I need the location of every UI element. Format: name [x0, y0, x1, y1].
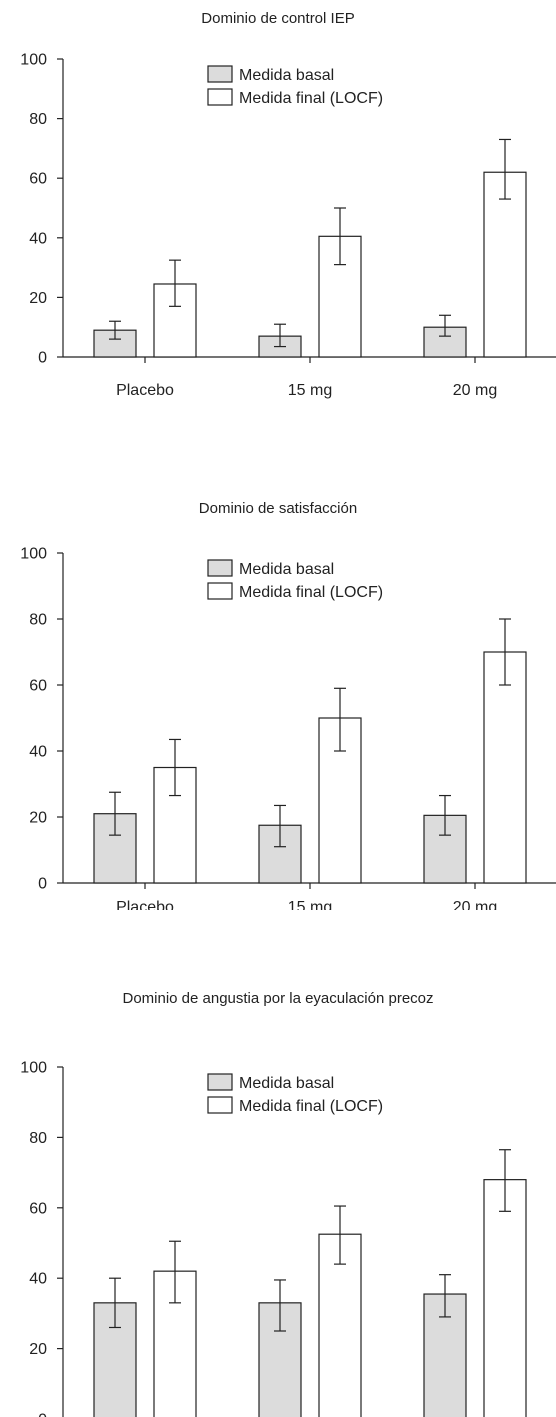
bar-final — [483, 1179, 527, 1417]
bar-final — [483, 651, 527, 884]
legend-swatch-final — [207, 1096, 233, 1114]
y-tick-label: 0 — [38, 350, 47, 367]
category-label: 15 mg — [288, 382, 332, 399]
chart-2: Dominio de satisfacción 0 20 40 60 80 100 Place… — [20, 500, 556, 910]
chart-title: Dominio de control IEP — [201, 10, 354, 27]
chart-3: Dominio de angustia por la eyaculación p… — [20, 990, 527, 1417]
y-tick-label: 40 — [29, 230, 47, 247]
y-tick-label: 20 — [29, 1341, 47, 1358]
legend-swatch-baseline — [207, 1073, 233, 1091]
chart-title: Dominio de satisfacción — [199, 500, 357, 517]
y-tick-label: 100 — [20, 546, 47, 563]
chart-panel-1: Dominio de control IEP 0 20 40 60 80 100 Placeb… — [0, 0, 556, 420]
y-tick-label: 80 — [29, 111, 47, 128]
y-tick-label: 20 — [29, 290, 47, 307]
chart-1: Dominio de control IEP 0 20 40 60 80 100 Placeb… — [20, 10, 556, 399]
y-tick-label: 100 — [20, 52, 47, 69]
legend-swatch-final — [207, 582, 233, 600]
legend-swatch-baseline — [207, 559, 233, 577]
y-tick-label: 40 — [29, 1271, 47, 1288]
legend-swatch-baseline — [207, 65, 233, 83]
y-tick-label: 0 — [38, 1412, 47, 1417]
category-label: 20 mg — [453, 382, 497, 399]
y-tick-label: 20 — [29, 810, 47, 827]
y-tick-label: 80 — [29, 1130, 47, 1147]
legend-label: Medida basal — [239, 1075, 334, 1092]
chart-title: Dominio de angustia por la eyaculación p… — [122, 990, 433, 1007]
bar-final — [483, 171, 527, 358]
chart-panel-2: Dominio de satisfacción 0 20 40 60 80 100 Place… — [0, 490, 556, 910]
y-tick-label: 80 — [29, 612, 47, 629]
category-label: 15 mg — [288, 899, 332, 910]
legend-label: Medida final (LOCF) — [239, 1098, 383, 1115]
category-label: Placebo — [116, 899, 174, 910]
legend-label: Medida basal — [239, 561, 334, 578]
y-tick-label: 40 — [29, 744, 47, 761]
legend-label: Medida final (LOCF) — [239, 90, 383, 107]
category-label: Placebo — [116, 382, 174, 399]
chart-panel-3: Dominio de angustia por la eyaculación p… — [0, 980, 556, 1417]
y-tick-label: 60 — [29, 171, 47, 188]
category-label: 20 mg — [453, 899, 497, 910]
legend-label: Medida basal — [239, 67, 334, 84]
legend-label: Medida final (LOCF) — [239, 584, 383, 601]
y-tick-label: 60 — [29, 1200, 47, 1217]
y-tick-label: 60 — [29, 678, 47, 695]
y-tick-label: 0 — [38, 876, 47, 893]
y-tick-label: 100 — [20, 1060, 47, 1077]
legend-swatch-final — [207, 88, 233, 106]
